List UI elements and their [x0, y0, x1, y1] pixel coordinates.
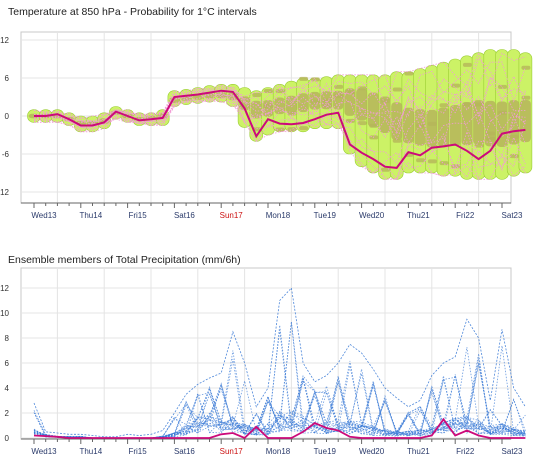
probability-band-inner [473, 100, 485, 145]
probability-band-patch [439, 103, 449, 108]
probability-band-inner [402, 107, 414, 144]
precip-day-label: Fri22 [456, 447, 475, 456]
probability-band-patch [427, 159, 437, 164]
ensemble-member-line [33, 75, 526, 133]
temp-ytick-label: 0 [5, 112, 10, 121]
ensemble-member-line [33, 51, 526, 120]
probability-band-patch [416, 158, 426, 163]
main-run-line [33, 417, 526, 440]
precip-day-label: Thu21 [407, 447, 430, 456]
probability-band-patch [275, 127, 285, 132]
probability-band-inner [250, 100, 262, 119]
ensemble-member-line [33, 322, 526, 439]
probability-band-patch [287, 127, 297, 132]
probability-band-patch [392, 87, 402, 92]
precip-day-label: Wed13 [31, 447, 57, 456]
temp-day-label: Wed20 [359, 211, 385, 220]
probability-band-patch [427, 121, 437, 126]
probability-band-patch [392, 138, 402, 143]
precip-ytick-label: 10 [0, 309, 9, 318]
precip-ytick-label: 8 [5, 334, 10, 343]
probability-band-patch [381, 167, 390, 172]
temperature-chart-title: Temperature at 850 hPa - Probability for… [8, 6, 257, 18]
precip-plot-area [20, 267, 512, 440]
probability-band-patch [416, 123, 426, 128]
ensemble-member-line [33, 93, 526, 180]
precipitation-chart-title: Ensemble members of Total Precipitation … [8, 254, 241, 266]
precip-ytick-label: 6 [5, 359, 10, 368]
probability-band-patch [252, 93, 262, 98]
probability-band-inner [391, 102, 403, 140]
precip-day-label: Thu14 [79, 447, 102, 456]
ensemble-member-line [33, 394, 526, 439]
probability-band-inner [356, 88, 368, 121]
probability-band-inner [426, 109, 438, 148]
temp-day-label: Thu14 [79, 211, 102, 220]
temp-day-label: Fri15 [128, 211, 147, 220]
temp-ytick-label: -12 [0, 188, 10, 197]
ensemble-member-line [33, 380, 526, 439]
ensemble-member-line [33, 350, 526, 439]
probability-band-patch [299, 76, 309, 81]
temp-ytick-label: -6 [2, 150, 10, 159]
probability-band-patch [299, 126, 309, 131]
temp-day-label: Thu21 [407, 211, 430, 220]
probability-band-patch [369, 123, 379, 128]
ensemble-member-line [33, 88, 526, 138]
precipitation-panel: 12 10 8 6 4 2 0 Wed13 Thu14 Fri15 Sat16 Sun17 Mon18 T… [0, 267, 526, 456]
temp-ytick-label: 6 [5, 74, 10, 83]
main-run-line [34, 89, 526, 169]
ensemble-member-line [33, 61, 526, 123]
probability-band-patch [509, 134, 519, 139]
probability-band-patch [264, 88, 273, 93]
ensemble-member-line [33, 287, 526, 438]
temperature-panel: 12 6 0 -6 -12 Wed13 Thu14 Fri15 Sat16 Sun17 Mon18 T… [0, 31, 533, 220]
probability-band-inner [438, 107, 449, 148]
precip-day-label: Sat23 [502, 447, 523, 456]
probability-band-inner [204, 92, 215, 99]
precip-day-label: Sun17 [220, 447, 244, 456]
probability-band-inner [297, 93, 309, 113]
probability-band-patch [486, 131, 496, 136]
probability-band-inner [449, 104, 461, 147]
temp-day-label: Wed13 [31, 211, 57, 220]
precip-day-label: Wed20 [359, 447, 385, 456]
probability-band-patch [357, 86, 367, 91]
probability-band-patch [462, 62, 472, 67]
probability-band-patch [287, 111, 297, 116]
ensemble-member-line [33, 377, 526, 439]
precip-day-label: Tue19 [314, 447, 337, 456]
precip-ytick-label: 4 [5, 384, 10, 393]
precip-ytick-label: 0 [5, 434, 10, 443]
probability-band-inner [215, 91, 227, 99]
probability-band-patch [451, 83, 461, 88]
temp-day-label: Sun17 [220, 211, 244, 220]
temp-day-label: Sat23 [502, 211, 523, 220]
probability-band-patch [381, 99, 390, 104]
temp-day-label: Mon18 [266, 211, 291, 220]
probability-band-patch [357, 121, 367, 126]
probability-band-patch [462, 102, 472, 107]
probability-band-patch [474, 102, 484, 107]
precip-ytick-label: 2 [5, 409, 10, 418]
probability-band-patch [310, 77, 320, 82]
probability-band-patch [334, 84, 344, 89]
temp-day-label: Sat16 [174, 211, 195, 220]
temp-day-label: Tue19 [314, 211, 337, 220]
temp-day-label: Fri22 [456, 211, 475, 220]
probability-band-patch [498, 84, 507, 89]
precip-ytick-label: 12 [0, 284, 9, 293]
probability-band-patch [521, 65, 531, 70]
probability-band-inner [508, 100, 520, 145]
ensemble-member-line [33, 357, 526, 439]
precip-day-label: Mon18 [266, 447, 291, 456]
temp-ytick-label: 12 [0, 36, 9, 45]
probability-band-patch [486, 136, 496, 141]
probability-band-inner [367, 92, 379, 127]
precip-day-label: Sat16 [174, 447, 195, 456]
precip-day-label: Fri15 [128, 447, 147, 456]
probability-band-patch [404, 71, 414, 76]
